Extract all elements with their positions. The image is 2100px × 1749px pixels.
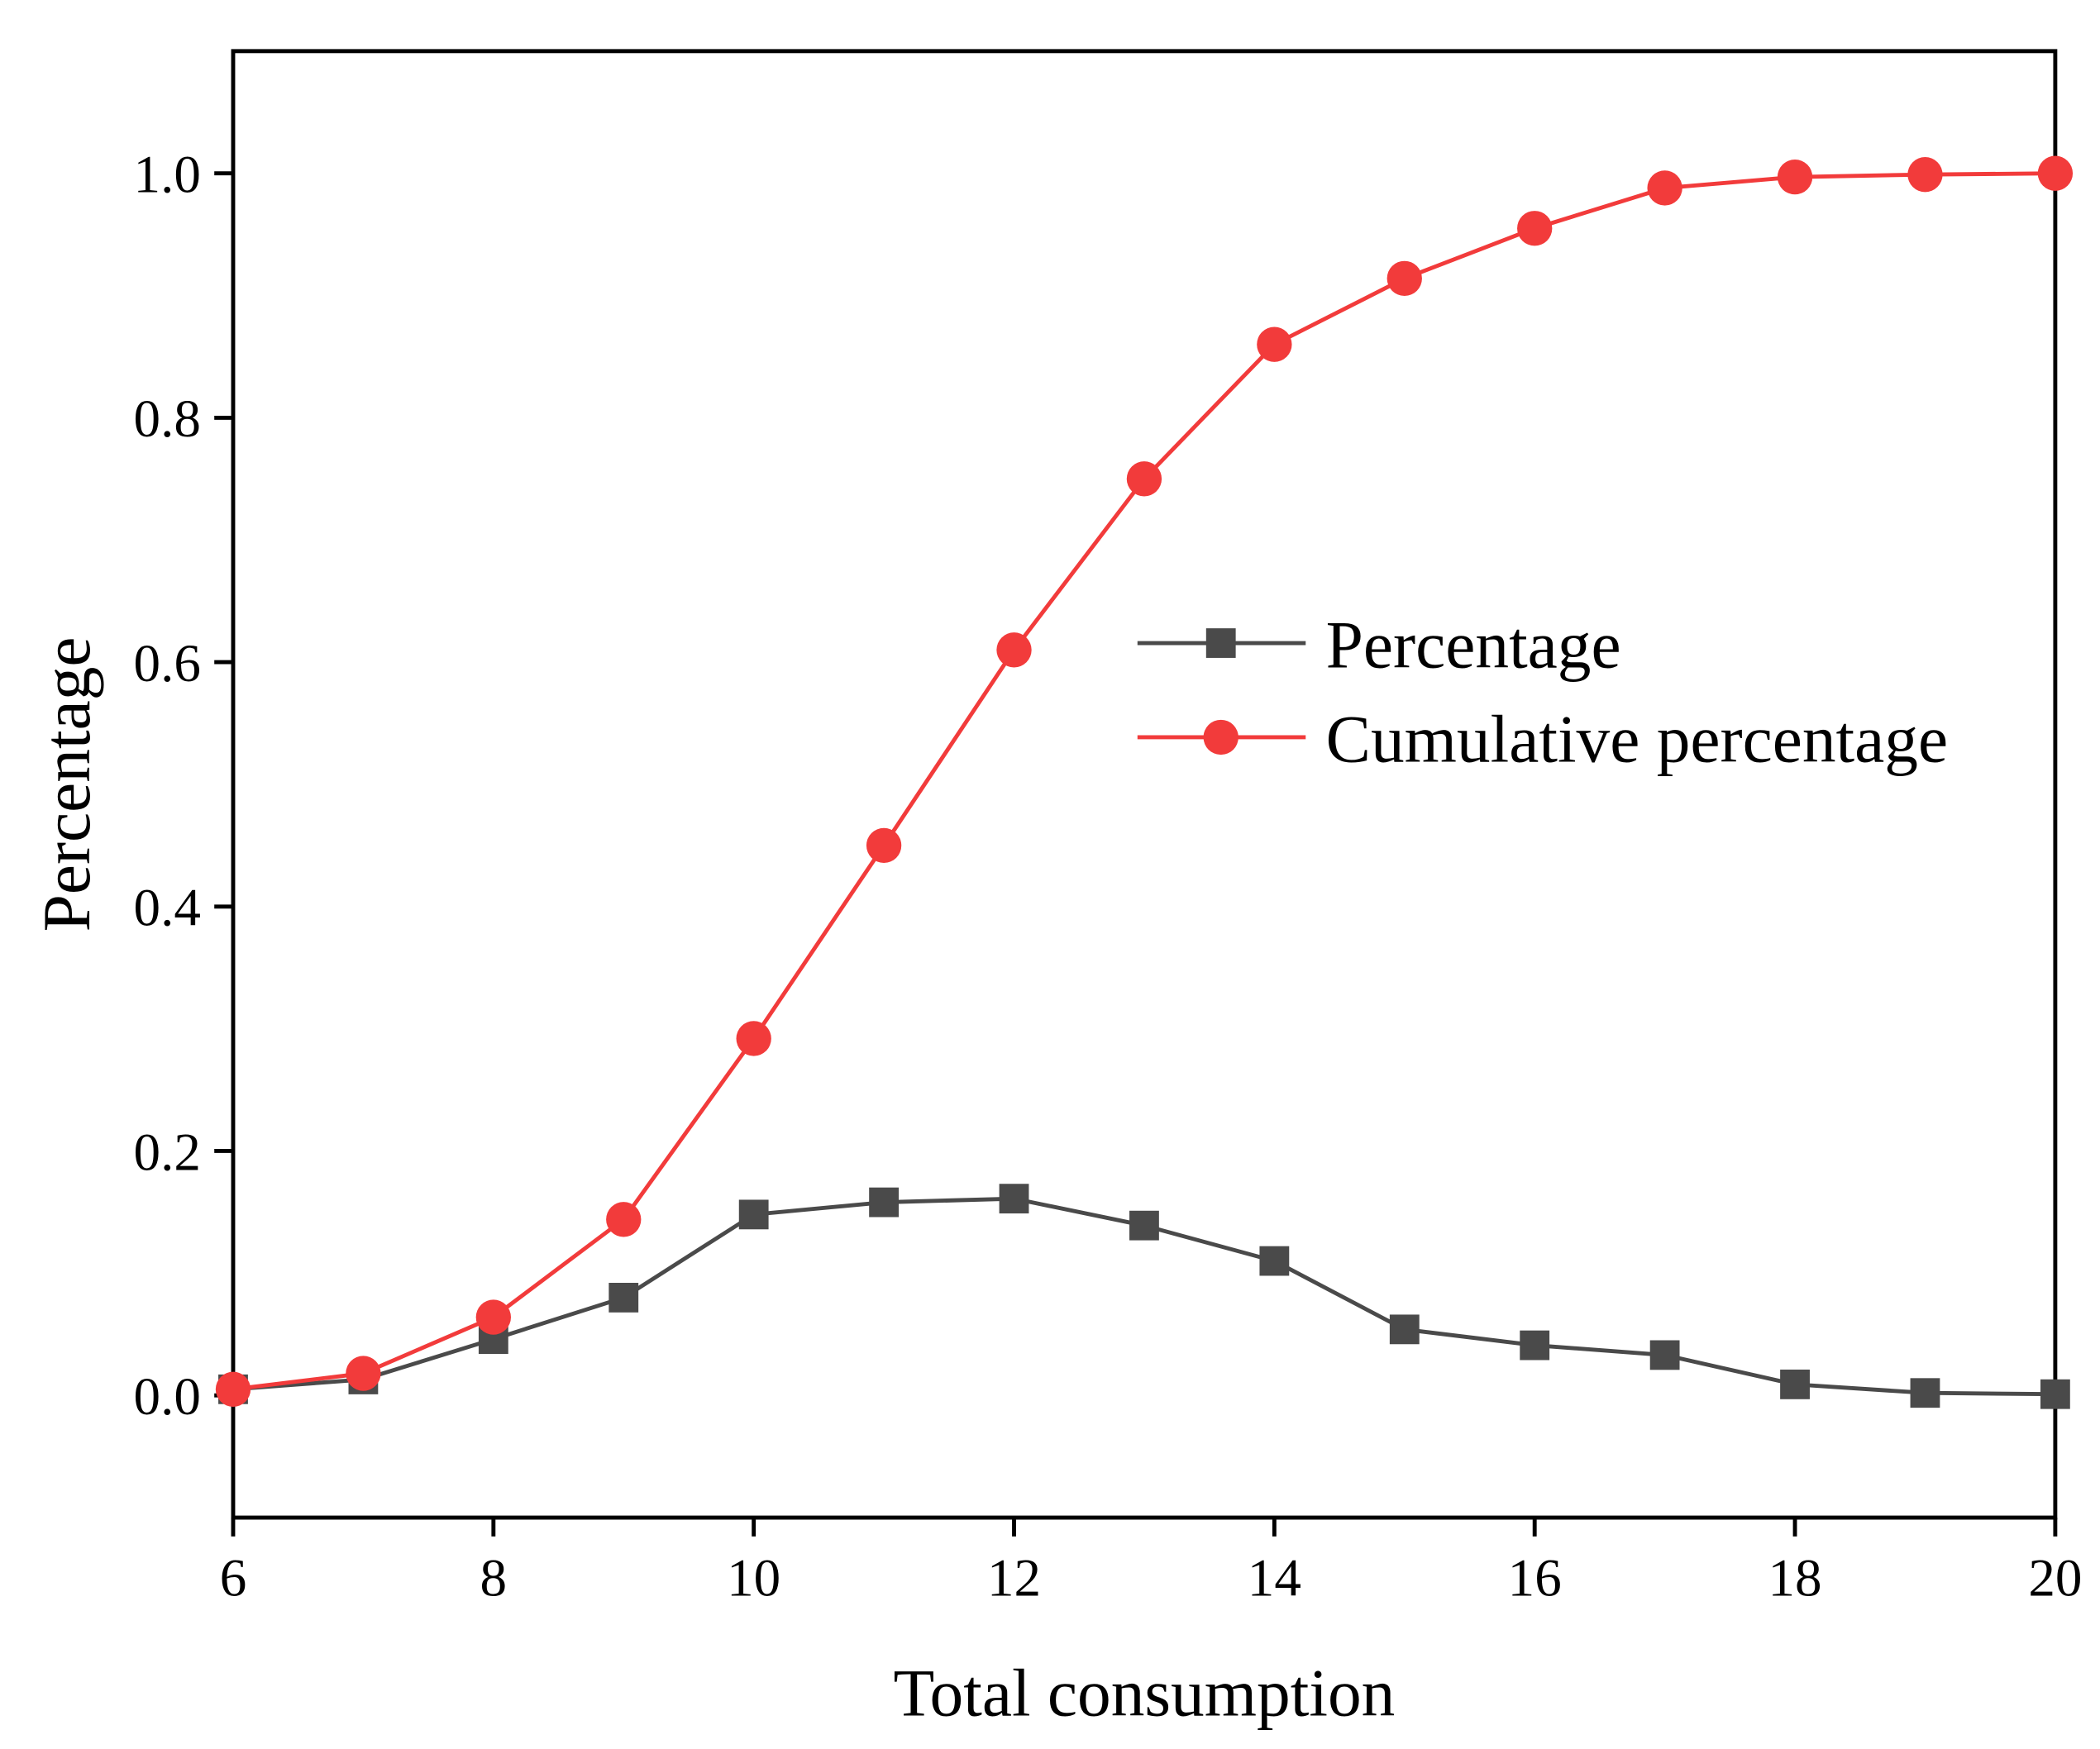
data-point [1517, 211, 1553, 246]
series-line [232, 171, 2055, 1392]
data-point [736, 1021, 771, 1056]
data-point [1129, 1210, 1159, 1241]
series-cumulative-percentage [215, 155, 2074, 1407]
y-tick-label: 0.8 [134, 389, 201, 449]
series-percentage [218, 1184, 2070, 1409]
data-point [609, 1283, 639, 1313]
data-point [866, 827, 902, 864]
plot-frame [231, 49, 2058, 1520]
data-point [1647, 170, 1682, 206]
legend-marker-circle-icon [1203, 719, 1239, 755]
data-point [1257, 326, 1292, 362]
data-point [1777, 159, 1813, 195]
data-point [738, 1199, 769, 1230]
x-tick-label: 20 [2028, 1548, 2082, 1608]
data-point [1386, 260, 1422, 297]
data-point [869, 1187, 900, 1218]
data-point [346, 1356, 381, 1391]
data-point [1910, 1378, 1940, 1408]
x-tick-label: 14 [1248, 1548, 1301, 1608]
x-tick-label: 8 [480, 1548, 508, 1608]
legend-marker-square-icon [1205, 628, 1236, 658]
data-point [1126, 461, 1162, 497]
data-point [475, 1299, 511, 1335]
y-axis-label: Percentage [29, 636, 104, 932]
data-point [1780, 1369, 1810, 1399]
legend-label-cumulative: Cumulative percentage [1326, 701, 1948, 776]
data-point [2037, 155, 2074, 191]
data-point [996, 632, 1032, 668]
x-tick-label: 18 [1768, 1548, 1821, 1608]
y-tick-label: 0.6 [134, 634, 201, 693]
x-tick-label: 16 [1508, 1548, 1562, 1608]
y-tick-label: 0.2 [134, 1122, 201, 1182]
y-tick-label: 0.4 [134, 879, 201, 938]
x-tick-label: 6 [220, 1548, 247, 1608]
x-tick-label: 12 [987, 1548, 1041, 1608]
data-point [1520, 1330, 1550, 1361]
data-point [999, 1184, 1029, 1214]
data-point [1649, 1340, 1680, 1370]
data-point [215, 1371, 251, 1407]
x-tick-label: 10 [727, 1548, 780, 1608]
legend: Percentage Cumulative percentage [1137, 607, 1948, 776]
data-point [1907, 157, 1943, 193]
y-tick-label: 1.0 [134, 145, 201, 204]
y-tick-label: 0.0 [134, 1367, 201, 1427]
data-point [1259, 1246, 1290, 1276]
data-point [1389, 1314, 1420, 1345]
x-axis-label: Total consumption [894, 1655, 1396, 1730]
data-point [606, 1202, 642, 1237]
legend-label-percentage: Percentage [1326, 607, 1621, 682]
data-point [2040, 1379, 2070, 1409]
